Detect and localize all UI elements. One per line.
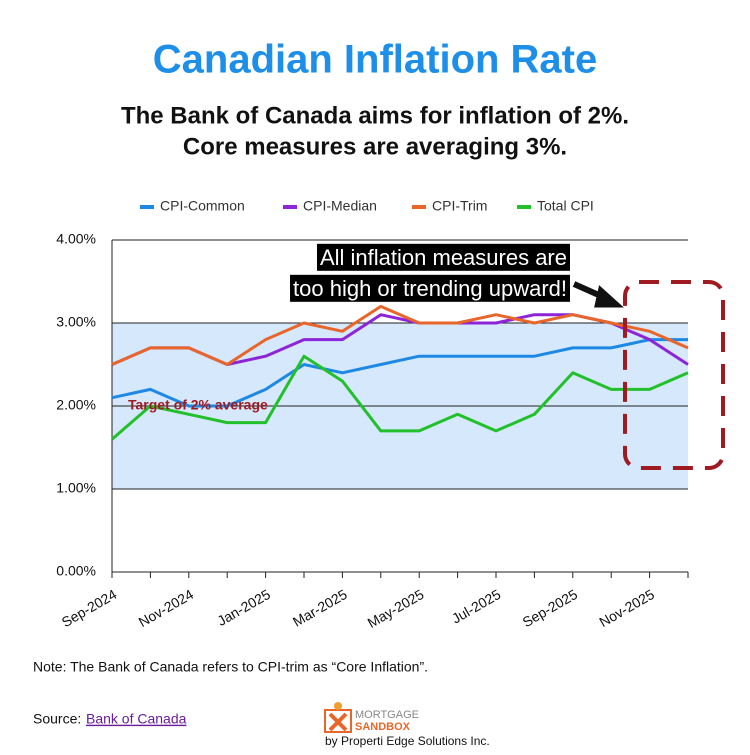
x-tick-label: Jul-2025 [449,586,504,627]
y-tick-label: 2.00% [56,397,96,413]
logo-text: MORTGAGE [355,709,419,721]
logo-text: SANDBOX [355,721,411,733]
series-line [111,354,689,441]
annotation-bg [290,274,570,302]
annotation: All inflation measures are [320,245,567,270]
annotations: Target of 2% average All inflation measur… [128,243,570,413]
series-line [111,338,688,408]
y-tick-label: 4.00% [56,231,96,247]
x-tick-label: May-2025 [365,586,427,631]
x-tick-label: Mar-2025 [290,586,350,630]
arrow-head [594,285,624,308]
x-tick-label: Nov-2024 [136,586,197,630]
legend-label: CPI-Trim [432,198,487,214]
logo: MORTGAGE SANDBOX by Properti Edge Soluti… [324,702,490,748]
x-tick-label: Nov-2025 [596,586,657,630]
annotation: too high or trending upward! [293,276,567,301]
x-tick-label: Sep-2025 [520,586,581,630]
y-tick-label: 1.00% [56,480,96,496]
highlight-box [623,280,725,470]
y-tick-label: 3.00% [56,314,96,330]
annotation-bg [316,243,570,271]
annotation: Target of 2% average [128,397,268,413]
x-tick-label: Jan-2025 [214,586,273,629]
logo-byline: by Properti Edge Solutions Inc. [325,734,490,748]
source-label: Source: [33,711,81,727]
source-link[interactable]: Bank of Canada [86,711,187,727]
logo-icon [328,712,348,732]
x-tick-label: Sep-2024 [59,586,120,630]
legend-label: Total CPI [537,198,594,214]
chart-subtitle: Core measures are averaging 3%. [183,133,567,160]
series-line [111,304,689,366]
chart-subtitle: The Bank of Canada aims for inflation of… [121,102,629,129]
note: Note: The Bank of Canada refers to CPI-t… [33,659,428,675]
y-tick-label: 0.00% [56,563,96,579]
chart-title: Canadian Inflation Rate [153,38,598,82]
legend-label: CPI-Median [303,198,377,214]
legend-label: CPI-Common [160,198,245,214]
logo-icon [334,702,342,710]
